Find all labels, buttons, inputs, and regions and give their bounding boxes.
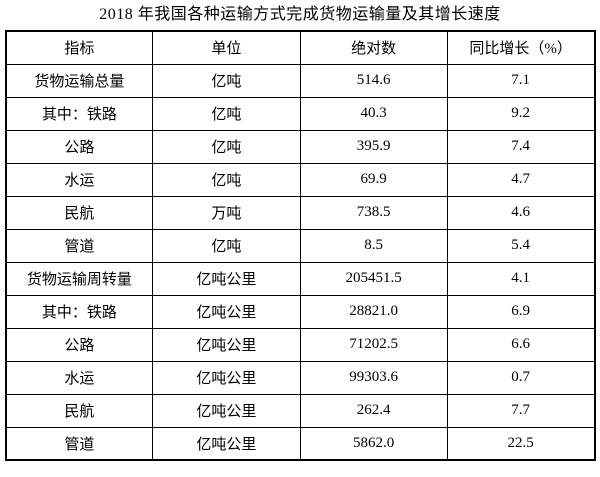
header-indicator: 指标 xyxy=(4,30,154,65)
cell-yoy-growth: 4.6 xyxy=(446,195,596,230)
cell-indicator: 货物运输总量 xyxy=(4,63,154,98)
cell-yoy-growth: 7.7 xyxy=(446,393,596,428)
cell-yoy-growth: 4.1 xyxy=(446,261,596,296)
cell-absolute-value: 395.9 xyxy=(299,129,448,164)
cell-unit: 万吨 xyxy=(152,195,301,230)
cell-indicator: 管道 xyxy=(4,228,154,263)
freight-transport-table: 指标 单位 绝对数 同比增长（%） 货物运输总量 亿吨 514.6 7.1 其中… xyxy=(4,30,596,461)
cell-unit: 亿吨公里 xyxy=(152,327,301,362)
cell-absolute-value: 69.9 xyxy=(299,162,448,197)
table-row: 民航 亿吨公里 262.4 7.7 xyxy=(4,393,596,428)
cell-unit: 亿吨公里 xyxy=(152,426,301,461)
cell-absolute-value: 205451.5 xyxy=(299,261,448,296)
cell-absolute-value: 5862.0 xyxy=(299,426,448,461)
cell-yoy-growth: 4.7 xyxy=(446,162,596,197)
cell-unit: 亿吨 xyxy=(152,63,301,98)
cell-yoy-growth: 9.2 xyxy=(446,96,596,131)
table-row: 公路 亿吨公里 71202.5 6.6 xyxy=(4,327,596,362)
table-row: 水运 亿吨 69.9 4.7 xyxy=(4,162,596,197)
cell-unit: 亿吨公里 xyxy=(152,393,301,428)
cell-unit: 亿吨公里 xyxy=(152,261,301,296)
cell-absolute-value: 514.6 xyxy=(299,63,448,98)
cell-indicator: 公路 xyxy=(4,129,154,164)
cell-yoy-growth: 6.9 xyxy=(446,294,596,329)
cell-yoy-growth: 7.1 xyxy=(446,63,596,98)
cell-yoy-growth: 7.4 xyxy=(446,129,596,164)
header-unit: 单位 xyxy=(152,30,301,65)
table-row: 其中：铁路 亿吨公里 28821.0 6.9 xyxy=(4,294,596,329)
cell-yoy-growth: 22.5 xyxy=(446,426,596,461)
cell-indicator: 水运 xyxy=(4,360,154,395)
cell-indicator: 管道 xyxy=(4,426,154,461)
cell-absolute-value: 262.4 xyxy=(299,393,448,428)
cell-unit: 亿吨 xyxy=(152,162,301,197)
cell-unit: 亿吨 xyxy=(152,96,301,131)
cell-yoy-growth: 6.6 xyxy=(446,327,596,362)
table-row: 水运 亿吨公里 99303.6 0.7 xyxy=(4,360,596,395)
table-row: 管道 亿吨公里 5862.0 22.5 xyxy=(4,426,596,461)
table-title: 2018 年我国各种运输方式完成货物运输量及其增长速度 xyxy=(99,6,501,23)
cell-absolute-value: 8.5 xyxy=(299,228,448,263)
cell-indicator: 民航 xyxy=(4,195,154,230)
cell-unit: 亿吨 xyxy=(152,228,301,263)
cell-indicator: 其中：铁路 xyxy=(4,96,154,131)
header-yoy-growth: 同比增长（%） xyxy=(446,30,596,65)
cell-unit: 亿吨 xyxy=(152,129,301,164)
cell-absolute-value: 71202.5 xyxy=(299,327,448,362)
header-row: 指标 单位 绝对数 同比增长（%） xyxy=(4,30,596,65)
cell-absolute-value: 40.3 xyxy=(299,96,448,131)
cell-unit: 亿吨公里 xyxy=(152,294,301,329)
table-row: 公路 亿吨 395.9 7.4 xyxy=(4,129,596,164)
table-row: 民航 万吨 738.5 4.6 xyxy=(4,195,596,230)
cell-indicator: 货物运输周转量 xyxy=(4,261,154,296)
table-body: 货物运输总量 亿吨 514.6 7.1 其中：铁路 亿吨 40.3 9.2 公路… xyxy=(4,63,596,461)
cell-indicator: 民航 xyxy=(4,393,154,428)
table-row: 其中：铁路 亿吨 40.3 9.2 xyxy=(4,96,596,131)
cell-indicator: 水运 xyxy=(4,162,154,197)
cell-indicator: 其中：铁路 xyxy=(4,294,154,329)
cell-absolute-value: 28821.0 xyxy=(299,294,448,329)
table-row: 管道 亿吨 8.5 5.4 xyxy=(4,228,596,263)
cell-absolute-value: 738.5 xyxy=(299,195,448,230)
table-row: 货物运输总量 亿吨 514.6 7.1 xyxy=(4,63,596,98)
table-row: 货物运输周转量 亿吨公里 205451.5 4.1 xyxy=(4,261,596,296)
cell-yoy-growth: 5.4 xyxy=(446,228,596,263)
header-absolute-value: 绝对数 xyxy=(299,30,448,65)
cell-indicator: 公路 xyxy=(4,327,154,362)
cell-yoy-growth: 0.7 xyxy=(446,360,596,395)
cell-absolute-value: 99303.6 xyxy=(299,360,448,395)
cell-unit: 亿吨公里 xyxy=(152,360,301,395)
